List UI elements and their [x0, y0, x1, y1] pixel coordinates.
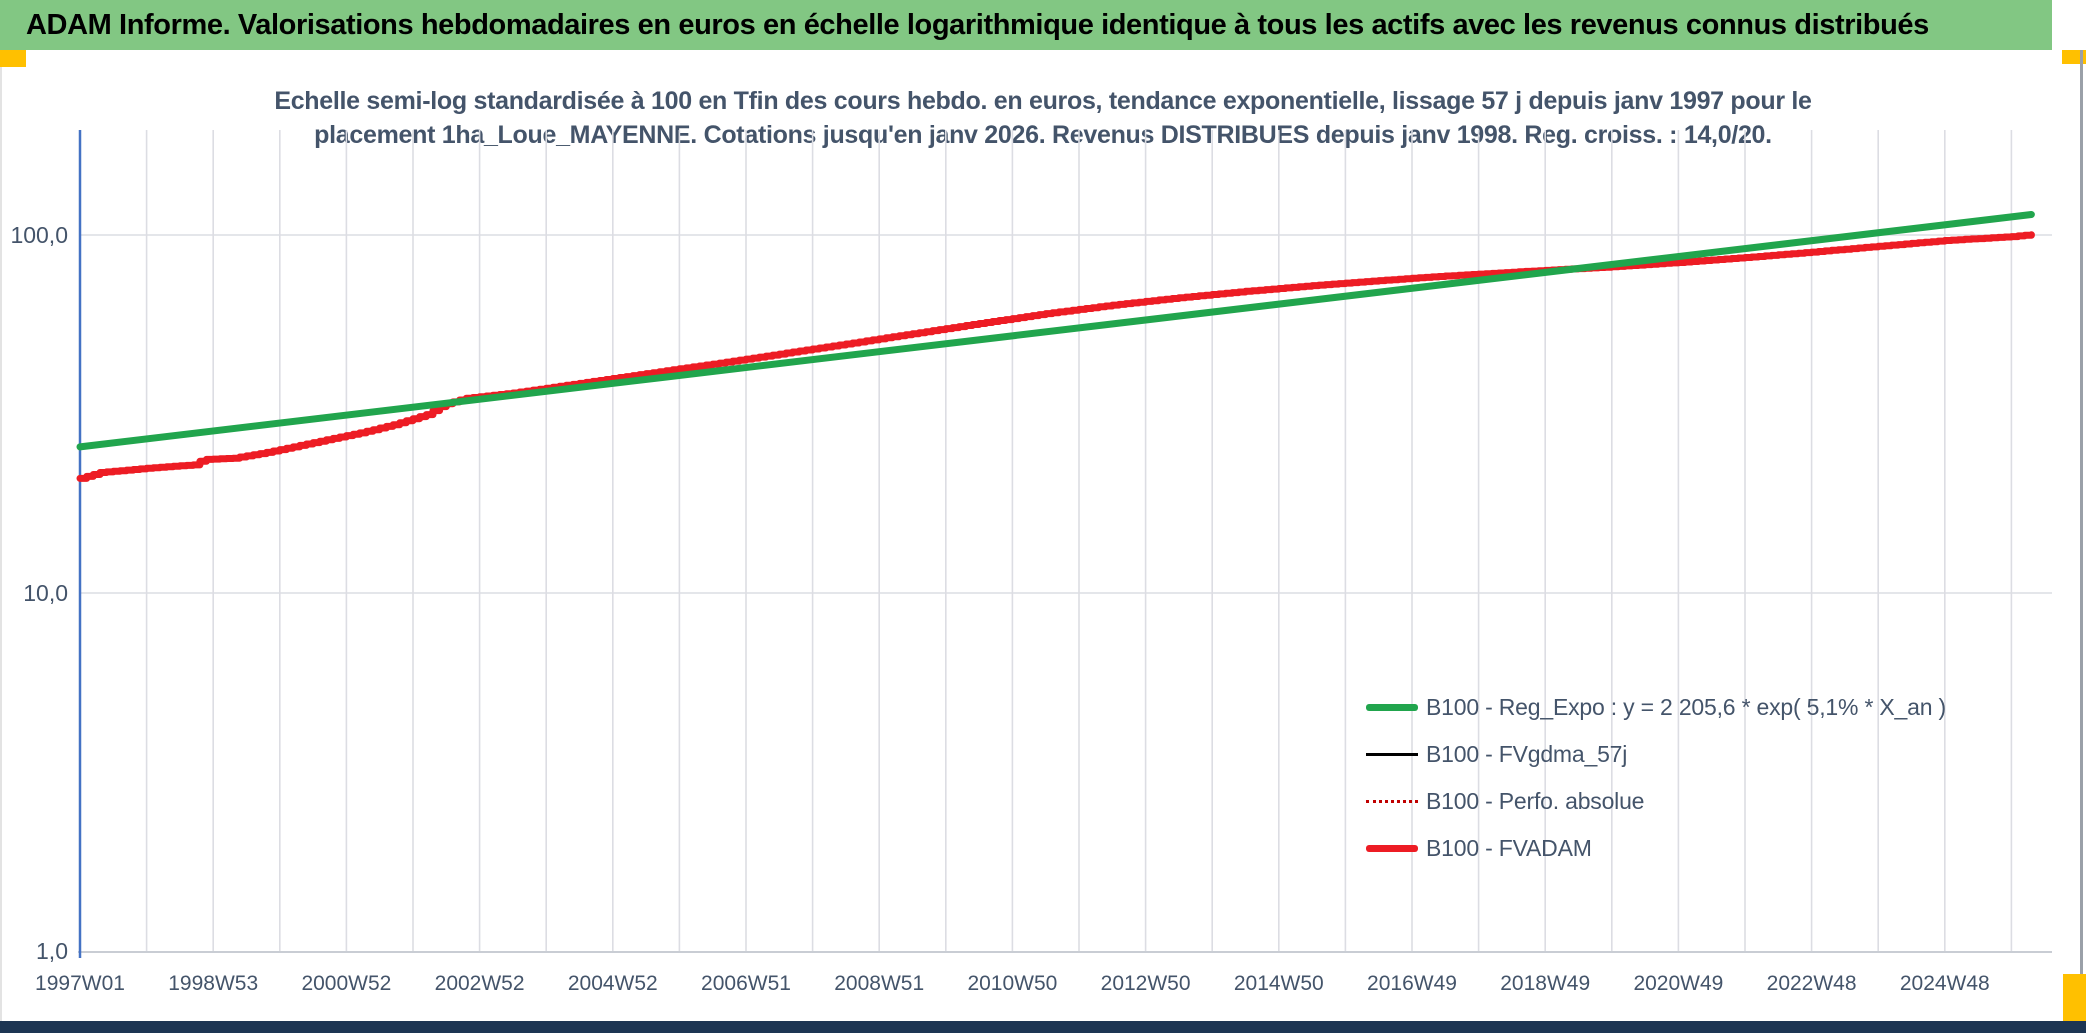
chart-legend: B100 - Reg_Expo : y = 2 205,6 * exp( 5,1…: [1366, 684, 1946, 872]
window-right-edge: [2080, 50, 2083, 1021]
red-line-swatch-icon: [1366, 845, 1418, 852]
legend-item-perfo-absolue: B100 - Perfo. absolue: [1366, 778, 1946, 825]
series-fvgdma-line: [79, 233, 2032, 480]
x-axis-tick-label: 2008W51: [834, 972, 924, 995]
red-dotted-line-swatch-icon: [1366, 800, 1418, 803]
x-axis-tick-label: 1998W53: [168, 972, 258, 995]
x-axis-tick-label: 2014W50: [1234, 972, 1324, 995]
x-axis-tick-label: 2018W49: [1500, 972, 1590, 995]
series-reg-expo-line: [76, 211, 2035, 451]
chart-title: Echelle semi-log standardisée à 100 en T…: [0, 84, 2086, 152]
banner-title: ADAM Informe. Valorisations hebdomadaire…: [26, 8, 1929, 41]
window-left-edge: [0, 67, 2, 1021]
x-axis-tick-label: 2010W50: [967, 972, 1057, 995]
green-line-swatch-icon: [1366, 704, 1418, 711]
x-axis-tick-label: 2002W52: [435, 972, 525, 995]
x-axis-tick-label: 2022W48: [1767, 972, 1857, 995]
legend-label: B100 - FVgdma_57j: [1426, 741, 1628, 767]
amber-accent-bottom-right: [2063, 974, 2086, 1021]
chart-title-line2: placement 1ha_Loue_MAYENNE. Cotations ju…: [314, 121, 1772, 149]
x-axis-tick-label: 2020W49: [1633, 972, 1723, 995]
legend-item-reg-expo: B100 - Reg_Expo : y = 2 205,6 * exp( 5,1…: [1366, 684, 1946, 731]
legend-label: B100 - Perfo. absolue: [1426, 788, 1645, 814]
x-axis-tick-label: 2004W52: [568, 972, 658, 995]
legend-label: B100 - Reg_Expo : y = 2 205,6 * exp( 5,1…: [1426, 694, 1946, 720]
x-axis-tick-label: 2000W52: [301, 972, 391, 995]
series-fvadam-line: [76, 231, 2035, 482]
top-banner: ADAM Informe. Valorisations hebdomadaire…: [0, 0, 2052, 50]
legend-item-fvadam: B100 - FVADAM: [1366, 825, 1946, 872]
x-axis-tick-label: 1997W01: [35, 972, 125, 995]
legend-item-fvgdma: B100 - FVgdma_57j: [1366, 731, 1946, 778]
chart-title-line1: Echelle semi-log standardisée à 100 en T…: [274, 87, 1812, 115]
x-axis-tick-label: 2012W50: [1101, 972, 1191, 995]
y-axis-tick-label: 1,0: [36, 938, 68, 964]
y-axis-tick-label: 100,0: [10, 222, 68, 248]
x-axis-tick-label: 2016W49: [1367, 972, 1457, 995]
x-axis-tick-label: 2006W51: [701, 972, 791, 995]
y-axis-tick-label: 10,0: [23, 580, 68, 606]
bottom-navy-bar: [0, 1021, 2086, 1033]
x-axis-tick-label: 2024W48: [1900, 972, 1990, 995]
black-line-swatch-icon: [1366, 753, 1418, 756]
series-perfo-absolue-line: [79, 233, 2032, 480]
legend-label: B100 - FVADAM: [1426, 835, 1592, 861]
amber-accent-left: [0, 50, 26, 67]
